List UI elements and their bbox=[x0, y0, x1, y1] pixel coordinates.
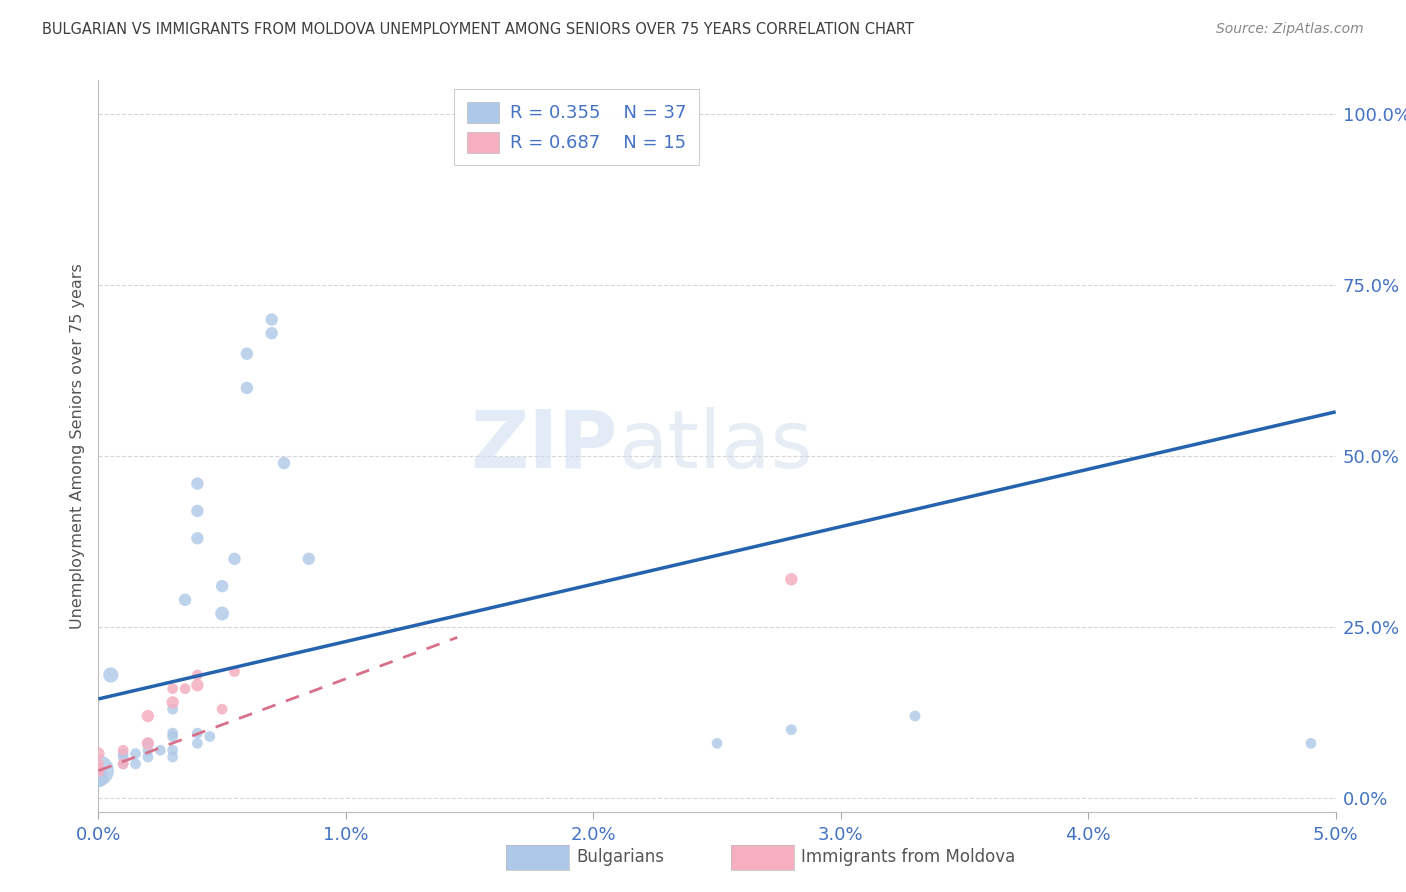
Text: atlas: atlas bbox=[619, 407, 813, 485]
Point bbox=[87, 764, 110, 778]
Point bbox=[780, 572, 803, 586]
Point bbox=[162, 750, 184, 764]
Text: BULGARIAN VS IMMIGRANTS FROM MOLDOVA UNEMPLOYMENT AMONG SENIORS OVER 75 YEARS CO: BULGARIAN VS IMMIGRANTS FROM MOLDOVA UNE… bbox=[42, 22, 914, 37]
Point bbox=[186, 736, 208, 750]
Point bbox=[211, 607, 233, 621]
Point bbox=[186, 668, 208, 682]
Point bbox=[224, 665, 246, 679]
Point bbox=[186, 678, 208, 692]
Legend: R = 0.355    N = 37, R = 0.687    N = 15: R = 0.355 N = 37, R = 0.687 N = 15 bbox=[454, 89, 699, 165]
Point bbox=[162, 743, 184, 757]
Text: Immigrants from Moldova: Immigrants from Moldova bbox=[801, 848, 1015, 866]
Point bbox=[198, 730, 221, 744]
Point bbox=[780, 723, 803, 737]
Point bbox=[298, 551, 321, 566]
Point bbox=[136, 709, 159, 723]
Point bbox=[236, 347, 259, 361]
Point bbox=[211, 579, 233, 593]
Point bbox=[87, 747, 110, 761]
Point bbox=[186, 504, 208, 518]
Point bbox=[162, 730, 184, 744]
Point bbox=[112, 750, 135, 764]
Point bbox=[112, 743, 135, 757]
Point bbox=[162, 702, 184, 716]
Point bbox=[124, 756, 146, 771]
Point bbox=[124, 747, 146, 761]
Point bbox=[112, 756, 135, 771]
Point bbox=[136, 743, 159, 757]
Y-axis label: Unemployment Among Seniors over 75 years: Unemployment Among Seniors over 75 years bbox=[70, 263, 86, 629]
Point bbox=[174, 592, 197, 607]
Point bbox=[186, 476, 208, 491]
Point bbox=[149, 743, 172, 757]
Point bbox=[904, 709, 927, 723]
Point bbox=[186, 726, 208, 740]
Point bbox=[162, 695, 184, 709]
Point bbox=[260, 312, 283, 326]
Point bbox=[224, 551, 246, 566]
Point bbox=[211, 702, 233, 716]
Point bbox=[162, 681, 184, 696]
Point bbox=[136, 736, 159, 750]
Point bbox=[136, 750, 159, 764]
Point bbox=[162, 726, 184, 740]
Point bbox=[112, 756, 135, 771]
Point bbox=[706, 736, 728, 750]
Point bbox=[186, 531, 208, 545]
Point bbox=[174, 681, 197, 696]
Point bbox=[87, 771, 110, 785]
Point bbox=[87, 764, 110, 778]
Text: Source: ZipAtlas.com: Source: ZipAtlas.com bbox=[1216, 22, 1364, 37]
Point bbox=[236, 381, 259, 395]
Point bbox=[112, 747, 135, 761]
Point bbox=[1299, 736, 1322, 750]
Point bbox=[260, 326, 283, 341]
Point bbox=[100, 668, 122, 682]
Point bbox=[87, 756, 110, 771]
Point bbox=[136, 736, 159, 750]
Point bbox=[273, 456, 295, 470]
Text: Bulgarians: Bulgarians bbox=[576, 848, 665, 866]
Text: ZIP: ZIP bbox=[471, 407, 619, 485]
